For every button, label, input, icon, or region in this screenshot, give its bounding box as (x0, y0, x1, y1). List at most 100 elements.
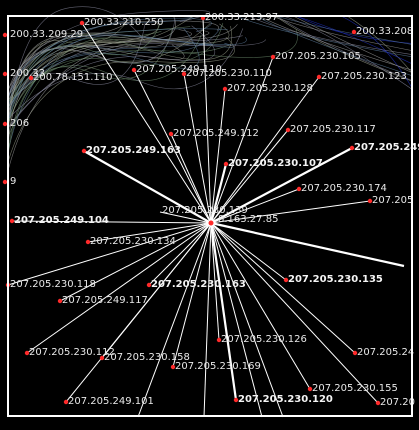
edge-line (210, 222, 220, 341)
tangle-strand (276, 15, 413, 81)
graph-node[interactable]: 200.33.208 (351, 26, 413, 37)
graph-node[interactable]: 207.205.230.174 (296, 183, 387, 194)
node-dot[interactable] (81, 148, 87, 154)
node-dot[interactable] (181, 71, 187, 77)
graph-node[interactable]: 207.205.230.118 (5, 279, 96, 290)
tangle-strand (258, 15, 413, 71)
node-dot[interactable] (283, 277, 289, 283)
graph-node[interactable]: 207.205.230.169 (170, 361, 261, 372)
node-label: 200.33 (10, 68, 45, 79)
node-dot[interactable] (170, 364, 176, 370)
node-dot[interactable] (316, 74, 322, 80)
node-dot[interactable] (168, 131, 174, 137)
graph-node[interactable]: 207.205.24 (352, 347, 414, 358)
tangle-strand (7, 26, 191, 119)
node-label: 200.33.213.97 (205, 12, 278, 23)
node-dot[interactable] (352, 350, 358, 356)
node-label: 207.205.230.123 (321, 71, 407, 82)
edge-line (210, 222, 379, 404)
graph-node[interactable]: 200.78.151.110 (28, 72, 113, 83)
node-label: 207.205.230.107 (228, 158, 323, 169)
node-label: 207.205.230.155 (312, 383, 398, 394)
graph-node[interactable]: 207.205.230.107 (223, 158, 323, 169)
edge-line (210, 222, 356, 354)
node-dot[interactable] (57, 298, 63, 304)
graph-node[interactable]: 207.205.249.117 (57, 295, 148, 306)
tangle-strand (7, 35, 202, 122)
node-dot[interactable] (216, 337, 222, 343)
edge-line (210, 129, 289, 224)
node-dot[interactable] (349, 145, 355, 151)
node-dot[interactable] (24, 350, 30, 356)
graph-node[interactable]: 207.205.230.120 (233, 394, 333, 405)
graph-node[interactable]: 207.205.249.101 (63, 396, 154, 407)
node-dot[interactable] (2, 179, 8, 185)
node-dot[interactable] (223, 161, 229, 167)
node-dot[interactable] (375, 400, 381, 406)
graph-node[interactable]: 200.33.209.29 (2, 29, 83, 40)
node-label: 200.33.208 (356, 26, 413, 37)
graph-node[interactable]: 207.205.249.110 (131, 64, 222, 75)
graph-node[interactable]: 200.33.210.250 (79, 17, 164, 28)
graph-node[interactable]: 207.205 (367, 195, 414, 206)
graph-node[interactable]: 207.205.230.158 (99, 352, 190, 363)
graph-node[interactable]: 207.205.249 (349, 142, 419, 153)
graph-node[interactable]: 9 (2, 176, 17, 187)
graph-node[interactable]: 207.205.230.123 (316, 71, 407, 82)
node-label: 207.205.230.110 (186, 68, 272, 79)
edge-line (170, 133, 212, 224)
node-dot[interactable] (2, 121, 8, 127)
nodes-layer: 200.33.210.250 200.33.213.97 200.33.209.29… (2, 12, 419, 408)
node-dot[interactable] (9, 218, 15, 224)
node-dot[interactable] (2, 71, 8, 77)
node-label: 207.205.230.128 (227, 83, 313, 94)
graph-node[interactable]: 207.20 (375, 397, 415, 408)
graph-node[interactable]: 207.205.230.112 (24, 347, 115, 358)
graph-node[interactable]: 207.205.230.128 (222, 83, 313, 94)
graph-node[interactable]: 200.33.213.97 (200, 12, 278, 23)
node-label: 207.205.249.117 (62, 295, 148, 306)
graph-node[interactable]: 207.205.249.104 (9, 215, 109, 226)
node-dot[interactable] (222, 86, 228, 92)
node-dot[interactable] (63, 399, 69, 405)
node-dot[interactable] (351, 29, 357, 35)
node-dot[interactable] (270, 54, 276, 60)
node-dot[interactable] (28, 75, 34, 81)
node-label: 207.205.249.110 (136, 64, 222, 75)
node-label: 9 (10, 176, 16, 187)
node-dot[interactable] (285, 127, 291, 133)
node-dot[interactable] (296, 186, 302, 192)
node-dot[interactable] (79, 20, 85, 26)
graph-node[interactable]: 207.205.230.117 (285, 124, 376, 135)
node-dot[interactable] (233, 397, 239, 403)
edge-line (172, 222, 212, 368)
graph-node[interactable]: 207.205.249.112 (168, 128, 259, 139)
graph-node[interactable]: 207.205.230.105 (270, 51, 361, 62)
tangle-strand (294, 15, 413, 65)
graph-node[interactable]: 207.205.230.110 (181, 68, 272, 79)
graph-node[interactable]: 207.205.230.134 (85, 236, 176, 247)
graph-node[interactable]: 207.205.230.163 (146, 279, 246, 290)
edge-line (210, 222, 263, 418)
graph-node[interactable]: 207.205.230.135 (283, 274, 383, 285)
graph-node[interactable]: 200.33 (2, 68, 45, 79)
node-dot[interactable] (99, 355, 105, 361)
node-dot[interactable] (2, 32, 8, 38)
node-dot[interactable] (367, 198, 373, 204)
node-label: 207.205.230.118 (10, 279, 96, 290)
node-dot[interactable] (307, 386, 313, 392)
tangle-strand (275, 15, 413, 82)
node-dot[interactable] (85, 239, 91, 245)
graph-node[interactable]: 207.205.249.163 (81, 145, 181, 156)
graph-node[interactable]: 207.205.230.155 (307, 383, 398, 394)
edge-line (87, 222, 212, 243)
node-label: 207.20 (380, 397, 415, 408)
graph-node[interactable]: 206 (2, 118, 29, 129)
node-dot[interactable] (146, 282, 152, 288)
graph-node[interactable]: 207.205.230.126 (216, 334, 307, 345)
center-node-dot[interactable] (208, 220, 214, 226)
node-label: 200.33.210.250 (84, 17, 164, 28)
node-dot[interactable] (131, 67, 137, 73)
